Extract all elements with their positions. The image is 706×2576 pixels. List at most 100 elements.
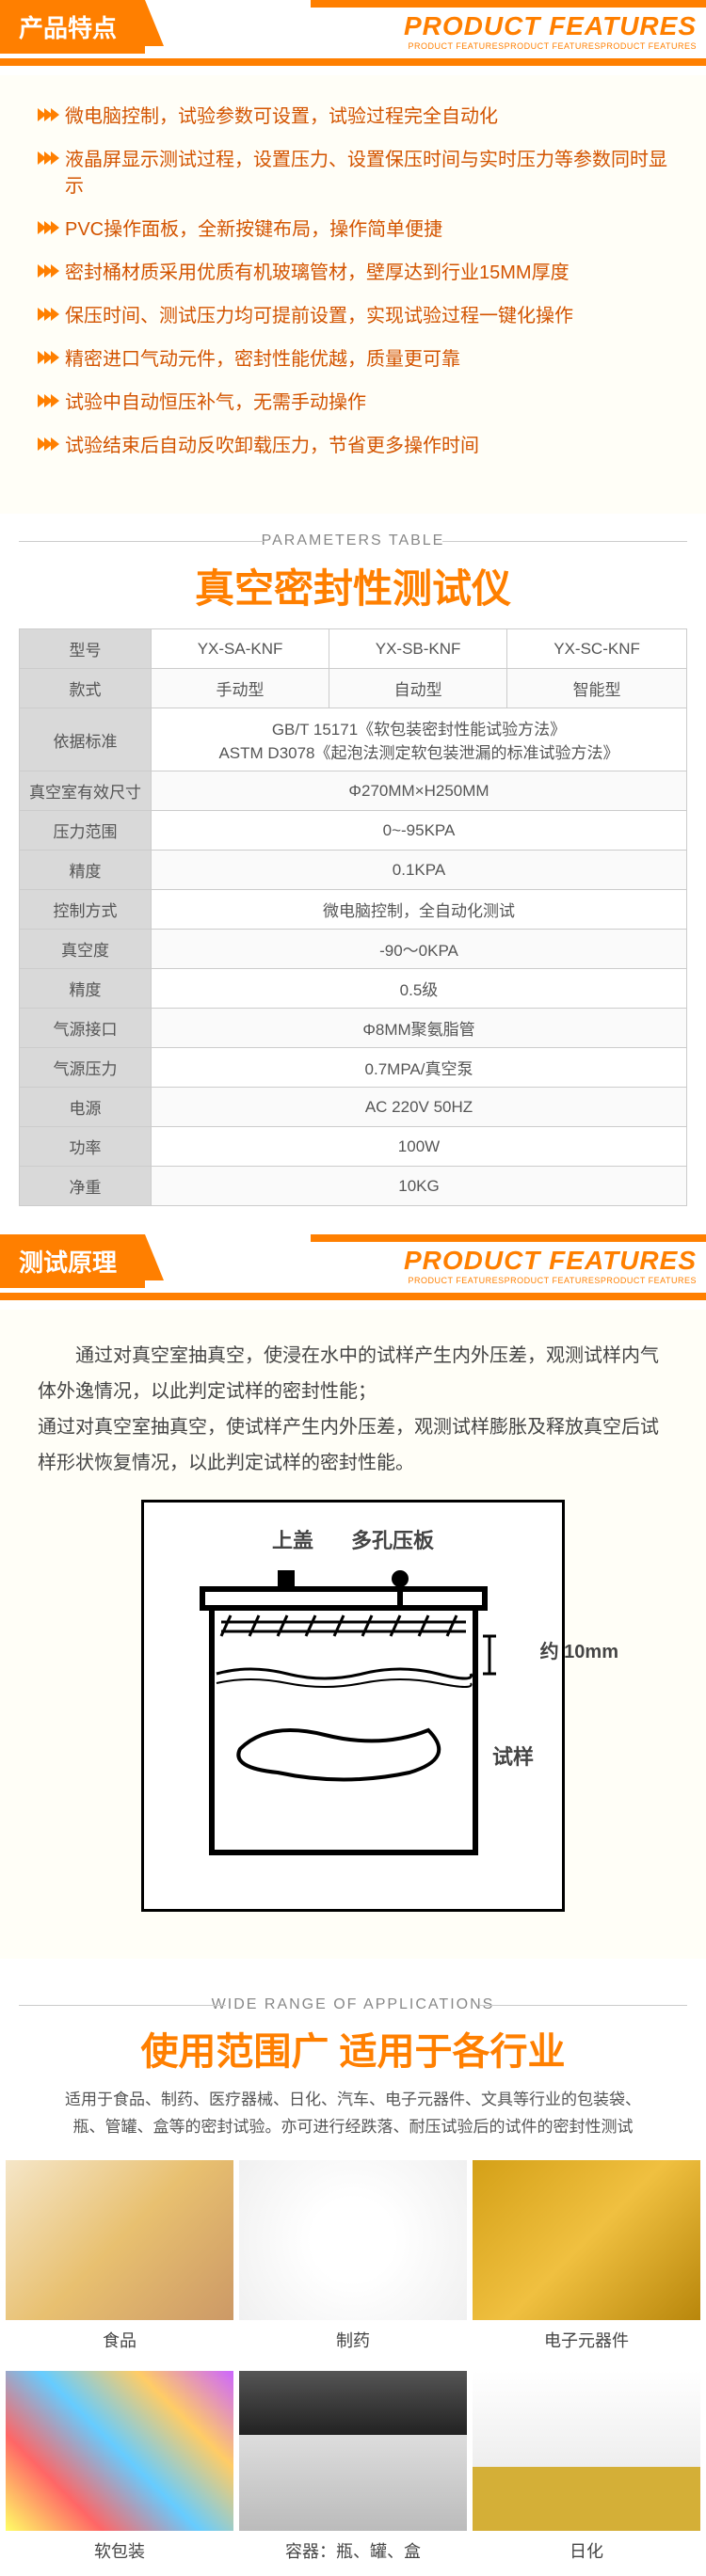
chevron-icon	[38, 390, 57, 407]
cell: YX-SB-KNF	[329, 629, 507, 669]
feature-text: 精密进口气动元件，密封性能优越，质量更可靠	[65, 346, 460, 373]
application-cell: 制药	[239, 2160, 467, 2365]
cell: Φ8MM聚氨脂管	[152, 1009, 687, 1048]
header-title-en: PRODUCT FEATURES PRODUCT FEATURESPRODUCT…	[404, 11, 697, 51]
feature-text: 试验中自动恒压补气，无需手动操作	[65, 390, 366, 416]
feature-text: 液晶屏显示测试过程，设置压力、设置保压时间与实时压力等参数同时显示	[65, 147, 668, 199]
cell: 100W	[152, 1127, 687, 1167]
cell: YX-SC-KNF	[507, 629, 687, 669]
application-caption: 软包装	[6, 2531, 233, 2576]
diagram-label-10mm: 约 10mm	[540, 1634, 618, 1670]
application-cell: 软包装	[6, 2371, 233, 2576]
section-header-features: 产品特点 PRODUCT FEATURES PRODUCT FEATURESPR…	[0, 0, 706, 66]
applications-title: 使用范围广 适用于各行业	[0, 2021, 706, 2075]
row-header: 气源接口	[20, 1009, 152, 1048]
application-cell: 食品	[6, 2160, 233, 2365]
diagram-label-lid: 上盖	[272, 1521, 313, 1561]
chevron-icon	[38, 303, 57, 321]
feature-text: 保压时间、测试压力均可提前设置，实现试验过程一键化操作	[65, 303, 573, 329]
cell: 0.1KPA	[152, 851, 687, 890]
chevron-icon	[38, 103, 57, 121]
table-row: 净重10KG	[20, 1167, 687, 1206]
header-en-big: PRODUCT FEATURES	[404, 11, 697, 41]
header-title-en: PRODUCT FEATURES PRODUCT FEATURESPRODUCT…	[404, 1246, 697, 1285]
table-row: 功率100W	[20, 1127, 687, 1167]
cell: -90～0KPA	[152, 930, 687, 969]
applications-desc: 适用于食品、制药、医疗器械、日化、汽车、电子元器件、文具等行业的包装袋、瓶、管罐…	[0, 2087, 706, 2141]
feature-text: PVC操作面板，全新按键布局，操作简单便捷	[65, 216, 442, 243]
table-row: 电源AC 220V 50HZ	[20, 1088, 687, 1127]
table-row: 真空室有效尺寸Φ270MM×H250MM	[20, 771, 687, 811]
table-row: 气源压力0.7MPA/真空泵	[20, 1048, 687, 1088]
diagram-svg	[174, 1570, 532, 1871]
application-caption: 日化	[473, 2531, 700, 2576]
application-thumb	[239, 2160, 467, 2320]
application-cell: 容器：瓶、罐、盒	[239, 2371, 467, 2576]
application-thumb	[6, 2371, 233, 2531]
application-caption: 食品	[6, 2320, 233, 2365]
chevron-icon	[38, 346, 57, 364]
feature-item: 微电脑控制，试验参数可设置，试验过程完全自动化	[38, 103, 668, 130]
feature-item: 试验结束后自动反吹卸载压力，节省更多操作时间	[38, 433, 668, 459]
application-thumb	[239, 2371, 467, 2531]
feature-item: 试验中自动恒压补气，无需手动操作	[38, 390, 668, 416]
principle-text: 通过对真空室抽真空，使浸在水中的试样产生内外压差，观测试样内气体外逸情况，以此判…	[0, 1310, 706, 1959]
row-header: 净重	[20, 1167, 152, 1206]
parameters-title: 真空密封性测试仪	[0, 557, 706, 614]
cell: 智能型	[507, 669, 687, 708]
principle-p2: 通过对真空室抽真空，使试样产生内外压差，观测试样膨胀及释放真空后试样形状恢复情况…	[38, 1417, 659, 1473]
header-bottom-bar	[0, 58, 706, 66]
spec-table: 型号 YX-SA-KNF YX-SB-KNF YX-SC-KNF 款式 手动型 …	[19, 628, 687, 1206]
feature-text: 试验结束后自动反吹卸载压力，节省更多操作时间	[65, 433, 479, 459]
feature-text: 微电脑控制，试验参数可设置，试验过程完全自动化	[65, 103, 498, 130]
row-header: 真空度	[20, 930, 152, 969]
application-cell: 日化	[473, 2371, 700, 2576]
header-title-zh: 产品特点	[0, 0, 145, 54]
table-row: 款式 手动型 自动型 智能型	[20, 669, 687, 708]
cell: 0.5级	[152, 969, 687, 1009]
cell: 0.7MPA/真空泵	[152, 1048, 687, 1088]
row-header: 真空室有效尺寸	[20, 771, 152, 811]
section-header-principle: 测试原理 PRODUCT FEATURES PRODUCT FEATURESPR…	[0, 1234, 706, 1300]
application-thumb	[473, 2371, 700, 2531]
application-thumb	[6, 2160, 233, 2320]
row-header: 压力范围	[20, 811, 152, 851]
row-header: 电源	[20, 1088, 152, 1127]
row-header: 功率	[20, 1127, 152, 1167]
cell: 0~-95KPA	[152, 811, 687, 851]
row-header: 依据标准	[20, 708, 152, 771]
feature-text: 密封桶材质采用优质有机玻璃管材，壁厚达到行业15MM厚度	[65, 260, 570, 286]
table-row: 精度0.5级	[20, 969, 687, 1009]
chevron-icon	[38, 147, 57, 165]
cell: 自动型	[329, 669, 507, 708]
row-header: 气源压力	[20, 1048, 152, 1088]
features-list: 微电脑控制，试验参数可设置，试验过程完全自动化液晶屏显示测试过程，设置压力、设置…	[0, 75, 706, 514]
header-title-zh: 测试原理	[0, 1234, 145, 1288]
feature-item: 保压时间、测试压力均可提前设置，实现试验过程一键化操作	[38, 303, 668, 329]
row-header: 款式	[20, 669, 152, 708]
application-cell: 电子元器件	[473, 2160, 700, 2365]
feature-item: 精密进口气动元件，密封性能优越，质量更可靠	[38, 346, 668, 373]
table-row: 真空度-90～0KPA	[20, 930, 687, 969]
header-en-big: PRODUCT FEATURES	[404, 1246, 697, 1276]
diagram-label-plate: 多孔压板	[351, 1521, 434, 1561]
applications-label: WIDE RANGE OF APPLICATIONS	[0, 1996, 706, 2013]
row-header: 型号	[20, 629, 152, 669]
cell: GB/T 15171《软包装密封性能试验方法》 ASTM D3078《起泡法测定…	[152, 708, 687, 771]
header-stripe	[311, 1234, 706, 1242]
table-row: 精度0.1KPA	[20, 851, 687, 890]
table-row: 控制方式微电脑控制，全自动化测试	[20, 890, 687, 930]
cell: Φ270MM×H250MM	[152, 771, 687, 811]
header-bottom-bar	[0, 1293, 706, 1300]
principle-p1: 通过对真空室抽真空，使浸在水中的试样产生内外压差，观测试样内气体外逸情况，以此判…	[38, 1338, 668, 1409]
cell: YX-SA-KNF	[152, 629, 329, 669]
table-row: 型号 YX-SA-KNF YX-SB-KNF YX-SC-KNF	[20, 629, 687, 669]
row-header: 精度	[20, 969, 152, 1009]
table-row: 气源接口Φ8MM聚氨脂管	[20, 1009, 687, 1048]
feature-item: 液晶屏显示测试过程，设置压力、设置保压时间与实时压力等参数同时显示	[38, 147, 668, 199]
header-en-small: PRODUCT FEATURESPRODUCT FEATURESPRODUCT …	[404, 1276, 697, 1285]
chevron-icon	[38, 260, 57, 278]
table-row: 压力范围0~-95KPA	[20, 811, 687, 851]
header-en-small: PRODUCT FEATURESPRODUCT FEATURESPRODUCT …	[404, 41, 697, 51]
diagram-label-sample: 试样	[492, 1738, 534, 1777]
